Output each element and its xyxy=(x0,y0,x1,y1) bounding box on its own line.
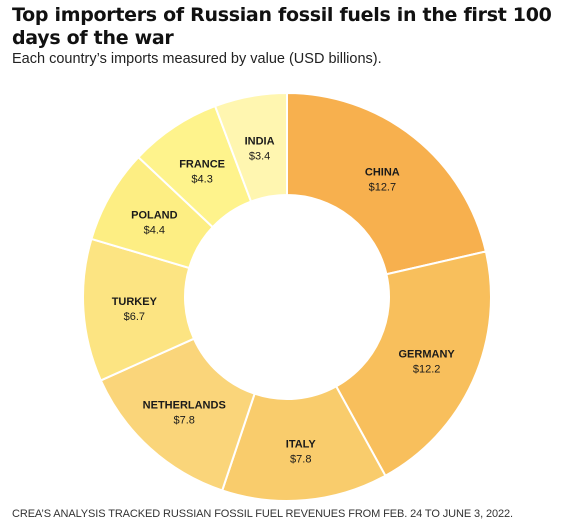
chart-title: Top importers of Russian fossil fuels in… xyxy=(12,4,552,49)
slice-label-netherlands: NETHERLANDS xyxy=(143,399,226,411)
chart-subtitle: Each country’s imports measured by value… xyxy=(12,51,382,67)
slice-label-france: FRANCE xyxy=(179,159,225,171)
slice-value-india: $3.4 xyxy=(249,150,270,162)
source-footnote: CREA’S ANALYSIS TRACKED RUSSIAN FOSSIL F… xyxy=(12,508,514,520)
slice-label-poland: POLAND xyxy=(131,210,178,222)
slice-germany xyxy=(334,250,492,478)
slice-label-india: INDIA xyxy=(245,135,275,147)
slice-value-china: $12.7 xyxy=(369,181,397,193)
slice-china xyxy=(286,91,488,276)
slice-value-france: $4.3 xyxy=(191,174,212,186)
slice-value-turkey: $6.7 xyxy=(124,311,145,323)
slice-label-germany: GERMANY xyxy=(399,349,456,361)
slice-india xyxy=(213,91,288,203)
slice-value-germany: $12.2 xyxy=(413,364,441,376)
slice-value-poland: $4.4 xyxy=(144,225,165,237)
slice-label-china: CHINA xyxy=(365,166,400,178)
slice-label-turkey: TURKEY xyxy=(112,296,158,308)
slice-label-italy: ITALY xyxy=(286,438,317,450)
slice-value-italy: $7.8 xyxy=(290,453,311,465)
slice-value-netherlands: $7.8 xyxy=(174,414,195,426)
